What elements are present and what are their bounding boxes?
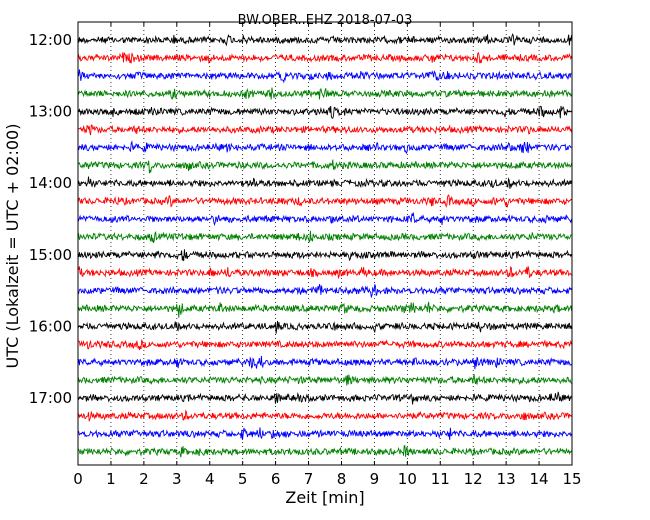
trace-15:00 — [77, 249, 572, 262]
y-tick-label: 17:00 — [29, 389, 72, 407]
plot-frame — [77, 21, 573, 466]
trace-16:45 — [77, 373, 572, 386]
trace-17:30 — [77, 427, 572, 440]
x-axis-ticks: 0 1 2 3 4 5 6 7 8 9 10 11 12 13 14 15 — [73, 22, 582, 488]
trace-17:45 — [77, 445, 572, 458]
y-tick-label: 16:00 — [29, 317, 72, 335]
trace-16:00 — [77, 320, 572, 334]
trace-16:15 — [77, 339, 572, 350]
x-tick-label: 5 — [238, 470, 248, 488]
x-tick-label: 14 — [530, 470, 549, 488]
x-tick-label: 4 — [205, 470, 215, 488]
y-tick-label: 13:00 — [29, 103, 72, 121]
trace-12:30 — [77, 69, 572, 84]
trace-13:45 — [77, 159, 572, 174]
y-axis-label: UTC (Lokalzeit = UTC + 02:00) — [3, 124, 22, 369]
x-tick-label: 7 — [304, 470, 314, 488]
trace-17:15 — [77, 409, 572, 422]
x-tick-label: 1 — [106, 470, 116, 488]
x-tick-label: 15 — [562, 470, 581, 488]
trace-16:30 — [77, 355, 572, 370]
seismogram-traces — [77, 33, 572, 458]
trace-14:30 — [77, 212, 572, 227]
chart-title: BW.OBER..EHZ 2018-07-03 — [238, 13, 413, 28]
trace-12:45 — [77, 87, 572, 100]
x-tick-label: 9 — [370, 470, 380, 488]
y-axis-ticks: 12:00 13:00 14:00 15:00 16:00 17:00 — [29, 31, 572, 407]
trace-13:30 — [77, 140, 572, 155]
trace-15:15 — [77, 266, 572, 280]
x-tick-label: 0 — [73, 470, 83, 488]
x-tick-label: 8 — [337, 470, 347, 488]
x-tick-label: 10 — [398, 470, 417, 488]
x-tick-label: 13 — [497, 470, 516, 488]
trace-13:15 — [77, 124, 572, 136]
trace-14:15 — [77, 194, 572, 209]
trace-17:00 — [77, 391, 572, 405]
trace-15:45 — [77, 301, 572, 318]
x-tick-label: 6 — [271, 470, 281, 488]
y-tick-label: 15:00 — [29, 246, 72, 264]
x-tick-label: 12 — [464, 470, 483, 488]
trace-13:00 — [77, 105, 572, 119]
trace-14:45 — [77, 230, 572, 244]
x-tick-label: 11 — [431, 470, 450, 488]
trace-12:00 — [77, 33, 572, 47]
x-axis-label: Zeit [min] — [285, 488, 364, 507]
y-tick-label: 12:00 — [29, 31, 72, 49]
trace-14:00 — [77, 176, 572, 189]
y-tick-label: 14:00 — [29, 174, 72, 192]
trace-12:15 — [77, 52, 572, 65]
x-tick-label: 3 — [172, 470, 182, 488]
trace-15:30 — [77, 284, 572, 299]
x-tick-label: 2 — [139, 470, 149, 488]
